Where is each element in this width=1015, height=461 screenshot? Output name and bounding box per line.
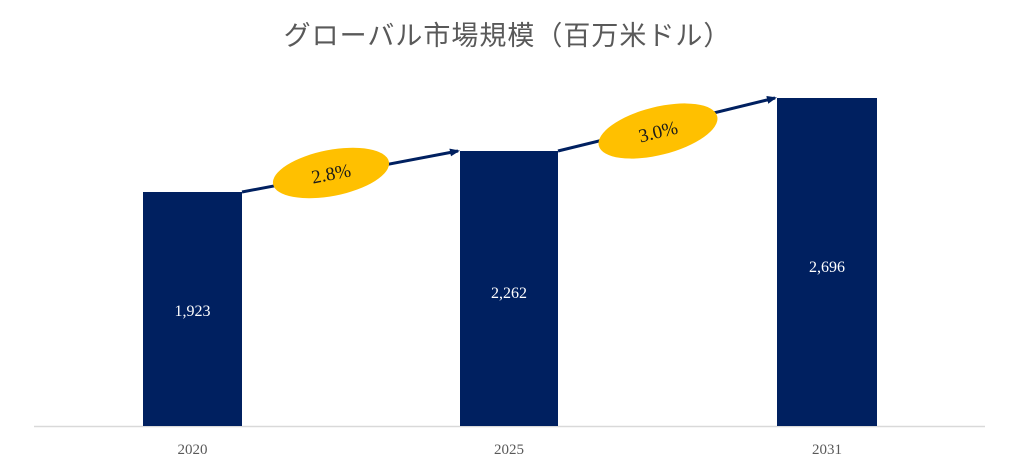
bar-value-label-2025: 2,262: [491, 285, 527, 302]
bar-2020: [143, 192, 242, 426]
x-axis-label-2031: 2031: [812, 442, 842, 458]
x-axis-label-2020: 2020: [178, 442, 208, 458]
cagr-bubble-1: [272, 147, 390, 199]
bar-value-label-2031: 2,696: [809, 259, 845, 276]
bar-2025: [460, 151, 558, 426]
cagr-bubble-2: [598, 103, 718, 159]
chart-title: グローバル市場規模（百万米ドル）: [283, 21, 732, 52]
x-axis-label-2025: 2025: [494, 442, 524, 458]
bar-2031: [777, 98, 877, 426]
bar-value-label-2020: 1,923: [175, 303, 211, 320]
